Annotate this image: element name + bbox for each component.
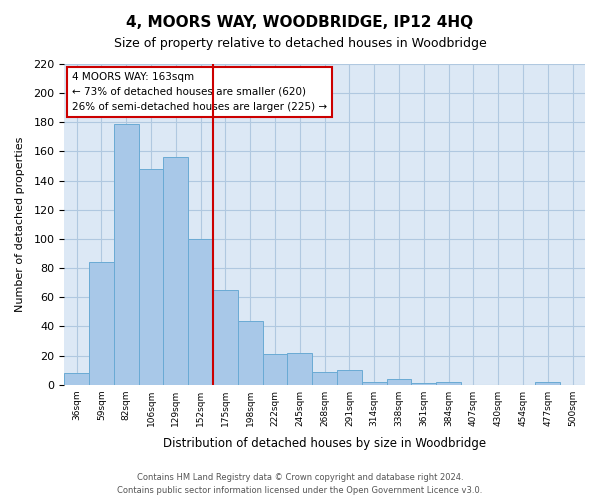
Bar: [139, 169, 163, 384]
Bar: [436, 382, 461, 384]
Bar: [362, 382, 386, 384]
Bar: [114, 124, 139, 384]
Bar: [287, 352, 312, 384]
Bar: [163, 158, 188, 384]
Text: 4 MOORS WAY: 163sqm
← 73% of detached houses are smaller (620)
26% of semi-detac: 4 MOORS WAY: 163sqm ← 73% of detached ho…: [72, 72, 327, 112]
Bar: [238, 320, 263, 384]
Text: Size of property relative to detached houses in Woodbridge: Size of property relative to detached ho…: [113, 38, 487, 51]
Bar: [312, 372, 337, 384]
Y-axis label: Number of detached properties: Number of detached properties: [15, 136, 25, 312]
Bar: [89, 262, 114, 384]
X-axis label: Distribution of detached houses by size in Woodbridge: Distribution of detached houses by size …: [163, 437, 486, 450]
Bar: [386, 379, 412, 384]
Bar: [188, 239, 213, 384]
Bar: [535, 382, 560, 384]
Bar: [412, 383, 436, 384]
Bar: [263, 354, 287, 384]
Text: Contains HM Land Registry data © Crown copyright and database right 2024.
Contai: Contains HM Land Registry data © Crown c…: [118, 473, 482, 495]
Bar: [213, 290, 238, 384]
Bar: [64, 373, 89, 384]
Bar: [337, 370, 362, 384]
Text: 4, MOORS WAY, WOODBRIDGE, IP12 4HQ: 4, MOORS WAY, WOODBRIDGE, IP12 4HQ: [127, 15, 473, 30]
